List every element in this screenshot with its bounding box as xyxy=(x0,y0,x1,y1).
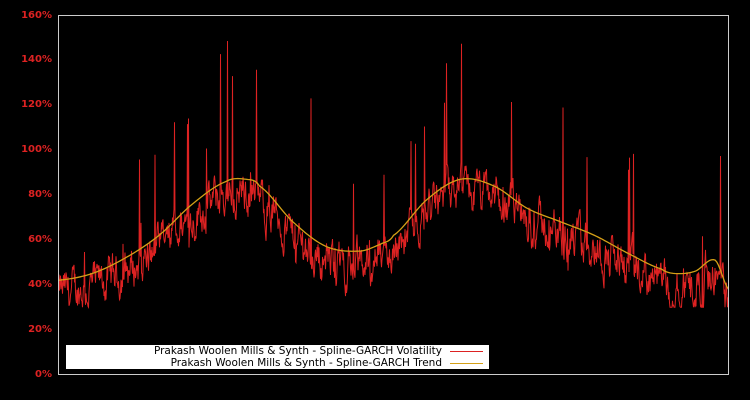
y-tick-label: 40% xyxy=(28,278,52,290)
legend-swatch-gold xyxy=(450,362,483,364)
y-tick-label: 100% xyxy=(21,144,52,156)
plot-frame xyxy=(58,15,729,375)
y-tick-label: 140% xyxy=(21,54,52,66)
trend-series xyxy=(58,177,730,290)
legend-swatch-red xyxy=(450,350,483,352)
volatility-series xyxy=(58,41,729,310)
y-tick-label: 0% xyxy=(35,368,52,380)
y-tick-label: 120% xyxy=(21,99,52,111)
legend-item-volatility: Prakash Woolen Mills & Synth - Spline-GA… xyxy=(154,345,489,357)
chart-legend: Prakash Woolen Mills & Synth - Spline-GA… xyxy=(66,345,489,369)
y-tick-label: 80% xyxy=(28,189,52,200)
y-tick-label: 60% xyxy=(28,233,52,245)
trend-line xyxy=(58,177,730,290)
volatility-line xyxy=(58,41,729,310)
legend-item-trend: Prakash Woolen Mills & Synth - Spline-GA… xyxy=(171,357,489,369)
legend-label: Prakash Woolen Mills & Synth - Spline-GA… xyxy=(153,345,442,357)
legend-label: Prakash Woolen Mills & Synth - Spline-GA… xyxy=(170,357,442,369)
y-tick-label: 160% xyxy=(21,9,52,21)
y-tick-label: 20% xyxy=(28,323,52,335)
